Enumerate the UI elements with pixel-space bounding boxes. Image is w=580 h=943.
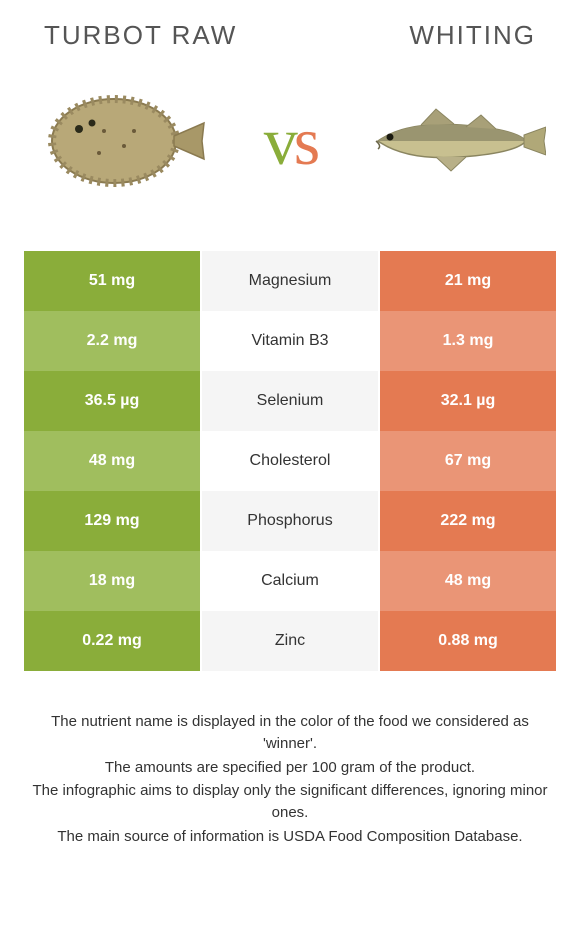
left-value: 51 mg	[24, 251, 202, 311]
left-value: 18 mg	[24, 551, 202, 611]
right-value: 21 mg	[380, 251, 556, 311]
left-title: Turbot raw	[44, 20, 237, 51]
turbot-image	[34, 81, 214, 201]
table-row: 48 mgCholesterol67 mg	[24, 431, 556, 491]
nutrient-name: Cholesterol	[202, 431, 380, 491]
nutrient-name: Phosphorus	[202, 491, 380, 551]
nutrient-table: 51 mgMagnesium21 mg2.2 mgVitamin B31.3 m…	[24, 251, 556, 671]
right-value: 48 mg	[380, 551, 556, 611]
table-row: 51 mgMagnesium21 mg	[24, 251, 556, 311]
nutrient-name: Selenium	[202, 371, 380, 431]
whiting-image	[366, 81, 546, 201]
nutrient-name: Zinc	[202, 611, 380, 671]
nutrient-name: Vitamin B3	[202, 311, 380, 371]
footer-line: The nutrient name is displayed in the co…	[28, 711, 552, 755]
right-value: 32.1 µg	[380, 371, 556, 431]
table-row: 36.5 µgSelenium32.1 µg	[24, 371, 556, 431]
right-value: 1.3 mg	[380, 311, 556, 371]
nutrient-name: Magnesium	[202, 251, 380, 311]
left-value: 2.2 mg	[24, 311, 202, 371]
footer-line: The infographic aims to display only the…	[28, 780, 552, 824]
footer-line: The amounts are specified per 100 gram o…	[28, 757, 552, 779]
table-row: 18 mgCalcium48 mg	[24, 551, 556, 611]
table-row: 2.2 mgVitamin B31.3 mg	[24, 311, 556, 371]
footer-line: The main source of information is USDA F…	[28, 826, 552, 848]
left-value: 48 mg	[24, 431, 202, 491]
left-value: 36.5 µg	[24, 371, 202, 431]
left-value: 0.22 mg	[24, 611, 202, 671]
left-value: 129 mg	[24, 491, 202, 551]
table-row: 129 mgPhosphorus222 mg	[24, 491, 556, 551]
titles-row: Turbot raw Whiting	[24, 20, 556, 51]
nutrient-name: Calcium	[202, 551, 380, 611]
right-value: 67 mg	[380, 431, 556, 491]
vs-label: vs	[264, 102, 316, 181]
right-value: 222 mg	[380, 491, 556, 551]
table-row: 0.22 mgZinc0.88 mg	[24, 611, 556, 671]
right-value: 0.88 mg	[380, 611, 556, 671]
right-title: Whiting	[409, 20, 536, 51]
footer-text: The nutrient name is displayed in the co…	[24, 711, 556, 848]
images-row: vs	[24, 71, 556, 211]
